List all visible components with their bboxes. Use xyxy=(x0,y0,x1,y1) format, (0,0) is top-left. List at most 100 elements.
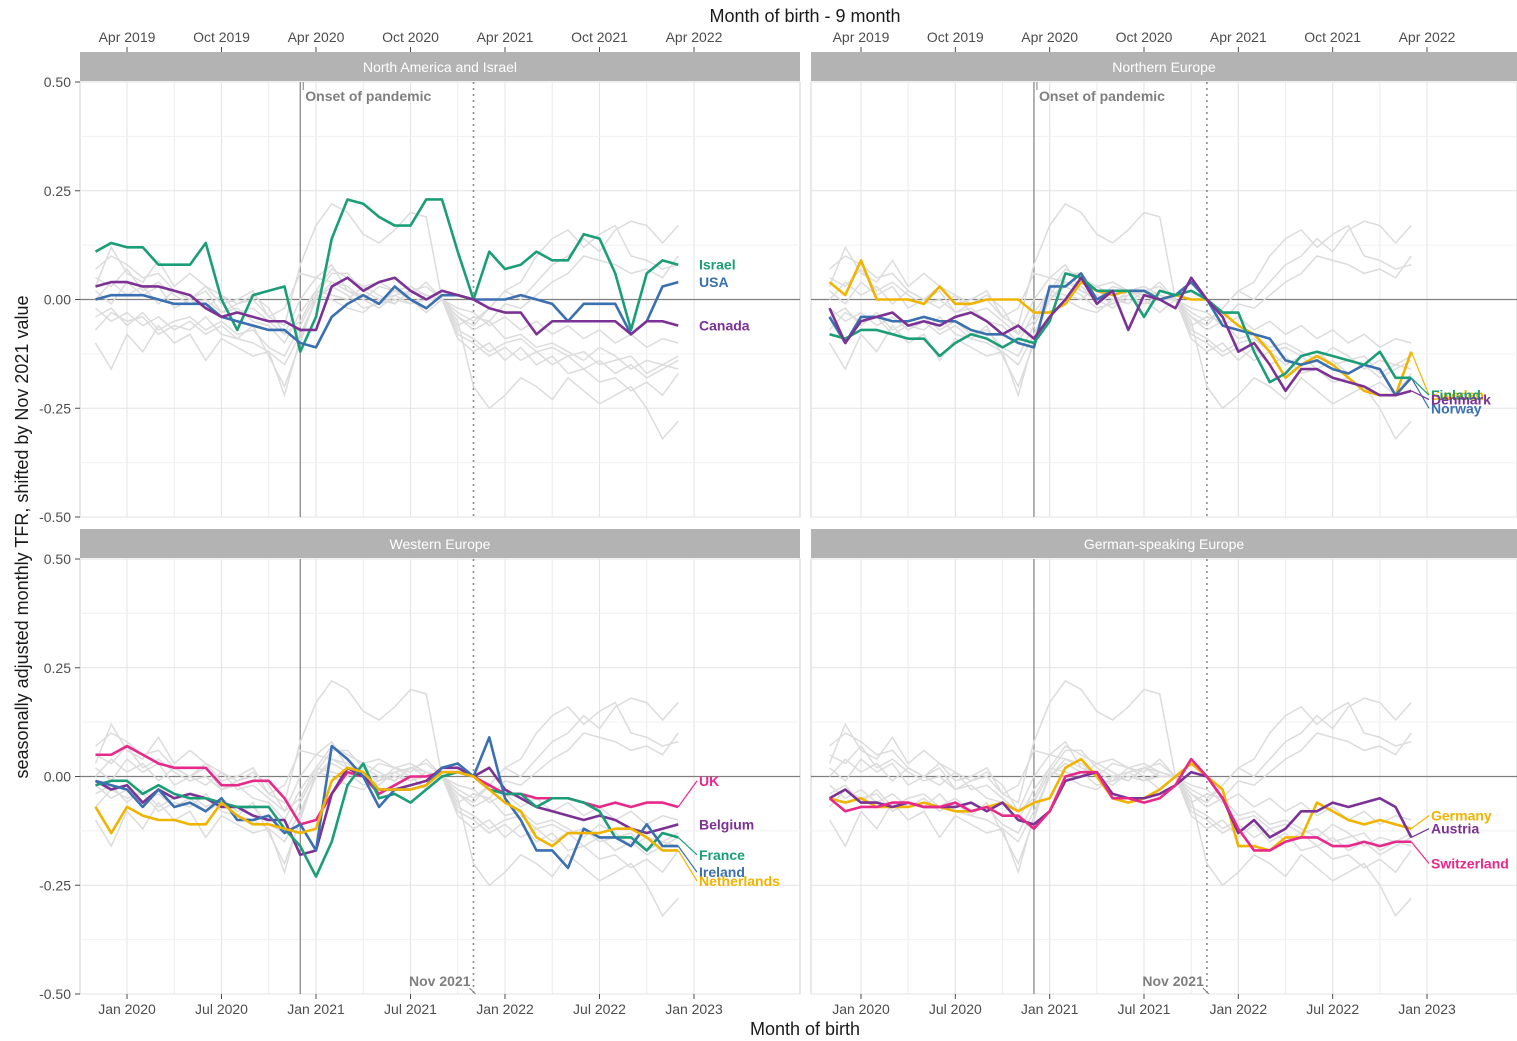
background-series-line xyxy=(94,276,679,349)
bottom-axis-title: Month of birth xyxy=(750,1019,860,1039)
series-label: USA xyxy=(699,274,729,290)
bottom-tick-label: Jan 2023 xyxy=(1398,1001,1456,1017)
label-leader-line xyxy=(1410,841,1430,864)
background-series-line xyxy=(95,679,679,804)
top-tick-label: Oct 2019 xyxy=(193,29,250,45)
label-leader-line xyxy=(1411,390,1430,401)
y-tick-label: 0.25 xyxy=(44,660,71,676)
label-leader-line xyxy=(677,845,698,873)
series-label: Austria xyxy=(1431,821,1479,837)
top-tick-label: Oct 2020 xyxy=(1116,29,1173,45)
series-label: Finland xyxy=(1431,387,1481,403)
top-tick-label: Apr 2021 xyxy=(477,29,534,45)
series-label: Sweden xyxy=(1431,387,1484,403)
panel-title: Western Europe xyxy=(390,536,491,552)
background-series-line xyxy=(94,281,679,441)
label-leader-line xyxy=(1411,828,1430,838)
series-line xyxy=(95,736,679,870)
label-leader-line xyxy=(677,836,698,856)
top-tick-label: Apr 2022 xyxy=(666,29,723,45)
y-tick-label: -0.25 xyxy=(39,400,71,416)
y-tick-label: 0.00 xyxy=(44,769,71,785)
panel-1: Northern Europe SwedenNorwayFinlandDenmar… xyxy=(810,29,1517,518)
series-label: Denmark xyxy=(1431,392,1491,408)
background-series-line xyxy=(94,722,679,804)
onset-annotation: Onset of pandemic xyxy=(1039,88,1165,104)
reference-annotation-tick xyxy=(1202,987,1210,995)
panel-strip xyxy=(811,52,1517,81)
top-tick-label: Apr 2022 xyxy=(1399,29,1456,45)
panel-title: Northern Europe xyxy=(1112,59,1216,75)
panel-title: German-speaking Europe xyxy=(1084,536,1245,552)
background-series-line xyxy=(828,758,1412,918)
reference-annotation: Nov 2021 xyxy=(409,973,471,989)
bottom-tick-label: Jan 2021 xyxy=(1021,1001,1079,1017)
background-series-line xyxy=(828,722,1412,804)
top-tick-label: Apr 2021 xyxy=(1210,29,1267,45)
series-line xyxy=(94,766,679,852)
top-tick-label: Apr 2019 xyxy=(99,29,156,45)
onset-annotation: Onset of pandemic xyxy=(305,88,431,104)
panel-strip xyxy=(811,529,1517,558)
series-line xyxy=(94,198,679,354)
y-tick-label: -0.50 xyxy=(39,509,71,525)
series-label: Ireland xyxy=(699,864,745,880)
background-series-line xyxy=(94,753,679,826)
top-axis-title: Month of birth - 9 month xyxy=(709,6,900,26)
series-label: Germany xyxy=(1431,808,1492,824)
series-line xyxy=(828,259,1413,397)
series-label: Norway xyxy=(1431,400,1482,416)
label-leader-line xyxy=(1410,377,1430,409)
y-tick-label: 0.25 xyxy=(44,183,71,199)
top-tick-label: Oct 2021 xyxy=(571,29,628,45)
top-tick-label: Apr 2020 xyxy=(288,29,345,45)
panel-strip xyxy=(80,529,800,558)
top-tick-label: Oct 2021 xyxy=(1304,29,1361,45)
label-leader-line xyxy=(677,780,698,808)
bottom-tick-label: Jul 2022 xyxy=(573,1001,626,1017)
series-line xyxy=(829,757,1412,852)
bottom-tick-label: Jan 2020 xyxy=(832,1001,890,1017)
bottom-tick-label: Jul 2021 xyxy=(1118,1001,1171,1017)
bottom-tick-label: Jan 2023 xyxy=(665,1001,723,1017)
series-line xyxy=(95,280,679,349)
y-tick-label: -0.50 xyxy=(39,986,71,1002)
panel-strip xyxy=(80,52,800,81)
panel-2: Western Europe UK Belgium FranceIrelandNeth… xyxy=(39,529,801,1017)
y-axis-title: seasonally adjusted monthly TFR, shifted… xyxy=(12,296,32,779)
y-tick-label: -0.25 xyxy=(39,877,71,893)
bottom-tick-label: Jan 2022 xyxy=(1210,1001,1268,1017)
top-tick-label: Oct 2019 xyxy=(927,29,984,45)
y-tick-label: 0.50 xyxy=(44,74,71,90)
background-series-line xyxy=(94,245,679,327)
bottom-tick-label: Jul 2022 xyxy=(1306,1001,1359,1017)
reference-annotation: Nov 2021 xyxy=(1142,973,1204,989)
series-label: France xyxy=(699,847,745,863)
background-series-line xyxy=(828,245,1412,327)
series-label: Canada xyxy=(699,318,750,334)
bottom-tick-label: Jul 2020 xyxy=(195,1001,248,1017)
series-label: Switzerland xyxy=(1431,856,1509,872)
bottom-tick-label: Jul 2021 xyxy=(384,1001,437,1017)
series-line xyxy=(95,276,679,336)
background-series-line xyxy=(828,281,1412,441)
series-line xyxy=(828,757,1412,852)
series-label: Belgium xyxy=(699,816,754,832)
series-line xyxy=(828,276,1412,397)
background-series-line xyxy=(829,679,1412,804)
top-tick-label: Apr 2019 xyxy=(833,29,890,45)
label-leader-line xyxy=(1410,377,1430,396)
background-series-line xyxy=(828,753,1412,826)
background-series-line xyxy=(94,758,679,918)
label-leader-line xyxy=(677,850,698,882)
series-line xyxy=(829,272,1412,384)
reference-annotation-tick xyxy=(469,987,476,995)
background-series-line xyxy=(829,202,1412,327)
label-leader-line xyxy=(1410,815,1430,830)
y-tick-label: 0.00 xyxy=(44,292,71,308)
